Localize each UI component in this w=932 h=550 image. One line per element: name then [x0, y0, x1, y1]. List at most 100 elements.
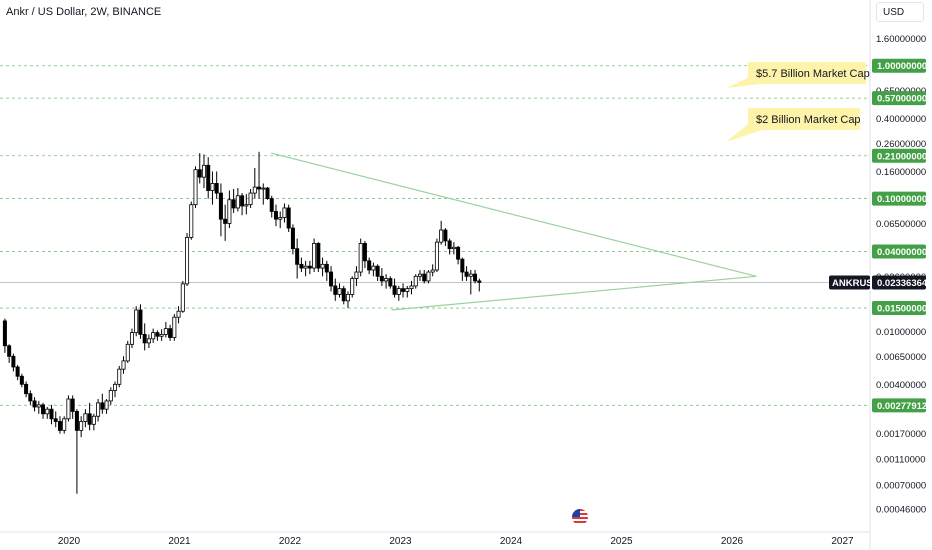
candle-body[interactable] — [163, 328, 168, 335]
candle-body[interactable] — [451, 246, 456, 250]
candle-body[interactable] — [392, 285, 397, 295]
candle-body[interactable] — [278, 217, 283, 220]
candle-body[interactable] — [49, 408, 54, 420]
candle-body[interactable] — [235, 195, 240, 209]
upper-trendline[interactable] — [271, 152, 757, 277]
candle-body[interactable] — [100, 402, 105, 410]
candle-body[interactable] — [341, 288, 346, 302]
candle-body[interactable] — [197, 169, 202, 178]
candle-body[interactable] — [83, 413, 88, 422]
candle-body[interactable] — [460, 258, 465, 273]
candle-body[interactable] — [375, 265, 380, 277]
candle-body[interactable] — [24, 383, 29, 395]
note-box[interactable] — [748, 62, 866, 84]
candle-body[interactable] — [320, 263, 325, 269]
candle-body[interactable] — [57, 421, 62, 431]
candle-body[interactable] — [138, 309, 143, 335]
candle-body[interactable] — [53, 418, 58, 422]
candle-body[interactable] — [405, 288, 410, 292]
candle-body[interactable] — [117, 368, 122, 385]
candle-body[interactable] — [227, 199, 232, 224]
candle-body[interactable] — [468, 273, 473, 277]
candle-body[interactable] — [362, 242, 367, 262]
candle-body[interactable] — [74, 411, 79, 431]
candle-body[interactable] — [134, 309, 139, 334]
candle-body[interactable] — [303, 265, 308, 269]
candle-body[interactable] — [180, 283, 185, 312]
candle-body[interactable] — [176, 310, 181, 318]
candle-body[interactable] — [91, 415, 96, 425]
candle-body[interactable] — [62, 418, 67, 431]
candle-body[interactable] — [210, 183, 215, 191]
candle-body[interactable] — [252, 186, 257, 194]
candle-body[interactable] — [129, 332, 134, 345]
candle-body[interactable] — [388, 278, 393, 287]
candle-body[interactable] — [218, 192, 223, 220]
candle-body[interactable] — [316, 242, 321, 269]
candle-body[interactable] — [307, 265, 312, 269]
candle-body[interactable] — [282, 207, 287, 218]
candle-body[interactable] — [426, 271, 431, 282]
candle-body[interactable] — [79, 421, 84, 431]
candle-body[interactable] — [286, 207, 291, 229]
candle-body[interactable] — [45, 408, 50, 415]
candle-body[interactable] — [2, 320, 7, 347]
candle-body[interactable] — [430, 269, 435, 273]
candle-body[interactable] — [185, 237, 190, 285]
candle-body[interactable] — [358, 242, 363, 273]
candle-body[interactable] — [456, 246, 461, 260]
candle-body[interactable] — [11, 355, 16, 368]
candle-body[interactable] — [439, 229, 444, 243]
candle-body[interactable] — [295, 248, 300, 265]
candle-body[interactable] — [273, 211, 278, 220]
candle-body[interactable] — [299, 263, 304, 269]
candle-body[interactable] — [265, 187, 270, 199]
candle-body[interactable] — [113, 383, 118, 391]
candle-body[interactable] — [290, 227, 295, 250]
candle-body[interactable] — [367, 260, 372, 271]
candle-body[interactable] — [240, 195, 245, 207]
us-flag-icon[interactable] — [572, 509, 588, 525]
candle-body[interactable] — [244, 204, 249, 207]
lower-trendline[interactable] — [391, 275, 757, 311]
candle-body[interactable] — [36, 404, 41, 408]
candle-body[interactable] — [384, 278, 389, 282]
candle-body[interactable] — [371, 265, 376, 271]
candle-body[interactable] — [350, 278, 355, 295]
candle-body[interactable] — [104, 400, 109, 410]
note-box[interactable] — [748, 108, 860, 130]
candle-body[interactable] — [354, 271, 359, 279]
candle-body[interactable] — [312, 242, 317, 269]
candle-body[interactable] — [206, 164, 211, 191]
candle-body[interactable] — [413, 275, 418, 287]
candle-body[interactable] — [41, 404, 46, 415]
candle-body[interactable] — [379, 275, 384, 282]
candle-body[interactable] — [261, 187, 266, 190]
candle-body[interactable] — [447, 240, 452, 250]
candle-body[interactable] — [401, 288, 406, 292]
candle-body[interactable] — [32, 400, 37, 408]
candle-body[interactable] — [434, 241, 439, 271]
candle-body[interactable] — [257, 186, 262, 190]
candle-body[interactable] — [214, 183, 219, 194]
candle-body[interactable] — [168, 328, 173, 338]
candle-body[interactable] — [151, 332, 156, 340]
candle-body[interactable] — [28, 393, 33, 402]
candle-body[interactable] — [159, 334, 164, 337]
candle-body[interactable] — [15, 366, 20, 377]
candle-body[interactable] — [269, 198, 274, 212]
candle-body[interactable] — [155, 332, 160, 337]
candle-body[interactable] — [96, 402, 101, 417]
currency-selector[interactable]: USD — [876, 2, 924, 22]
candle-body[interactable] — [172, 316, 177, 338]
candle-body[interactable] — [193, 169, 198, 206]
candle-body[interactable] — [231, 199, 236, 209]
candle-body[interactable] — [333, 285, 338, 295]
candle-body[interactable] — [422, 273, 427, 282]
candle-body[interactable] — [417, 273, 422, 277]
candle-body[interactable] — [329, 271, 334, 287]
candle-body[interactable] — [396, 288, 401, 295]
candle-body[interactable] — [324, 263, 329, 273]
candle-body[interactable] — [409, 285, 414, 290]
